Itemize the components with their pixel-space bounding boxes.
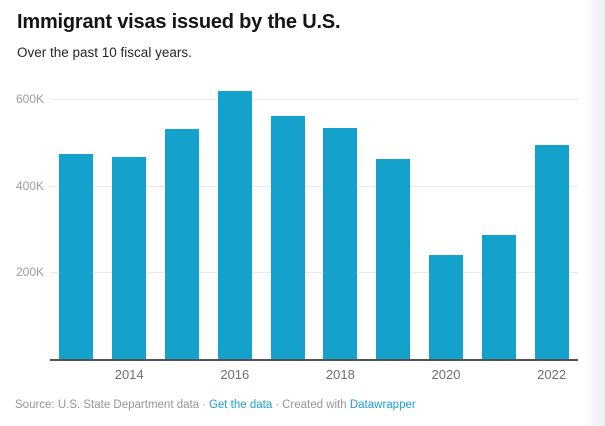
bar-2019[interactable] (376, 158, 411, 359)
x-axis-label-2022: 2022 (537, 367, 567, 382)
bar-2022[interactable] (534, 145, 569, 359)
bar-2015[interactable] (165, 128, 199, 359)
bar-chart: 200K 400K 600K 2014 2016 2018 2020 2022 (0, 79, 605, 384)
y-axis-label-600K: 600K (15, 91, 44, 106)
footer-separator: · (275, 399, 280, 411)
x-axis-label-2014: 2014 (114, 367, 144, 382)
y-axis-label-200K: 200K (15, 265, 44, 280)
bar-2017[interactable] (270, 116, 305, 359)
chart-title: Immigrant visas issued by the U.S. (17, 11, 341, 33)
chart-subtitle: Over the past 10 fiscal years. (17, 45, 192, 60)
chart-footer: Source: U.S. State Department data · Get t… (15, 399, 416, 411)
plot-area (50, 79, 578, 361)
gridline-200K (50, 272, 578, 274)
footer-separator: · (202, 399, 206, 411)
bar-2014[interactable] (112, 156, 147, 359)
bar-2018[interactable] (323, 127, 358, 359)
y-axis-label-400K: 400K (15, 178, 44, 193)
x-axis-label-2016: 2016 (220, 367, 250, 382)
bar-2013[interactable] (59, 154, 94, 359)
bar-2016[interactable] (217, 91, 252, 359)
gridline-400K (50, 185, 578, 187)
x-axis-label-2020: 2020 (431, 367, 461, 382)
get-the-data-link[interactable]: Get the data (208, 399, 273, 411)
x-axis-label-2018: 2018 (325, 367, 355, 382)
source-text: Source: U.S. State Department data (15, 399, 200, 411)
bar-2021[interactable] (481, 235, 516, 359)
gridline-600K (50, 98, 578, 100)
created-with-text: Created with (282, 399, 347, 411)
bar-2020[interactable] (429, 254, 463, 359)
datawrapper-link[interactable]: Datawrapper (349, 399, 416, 411)
